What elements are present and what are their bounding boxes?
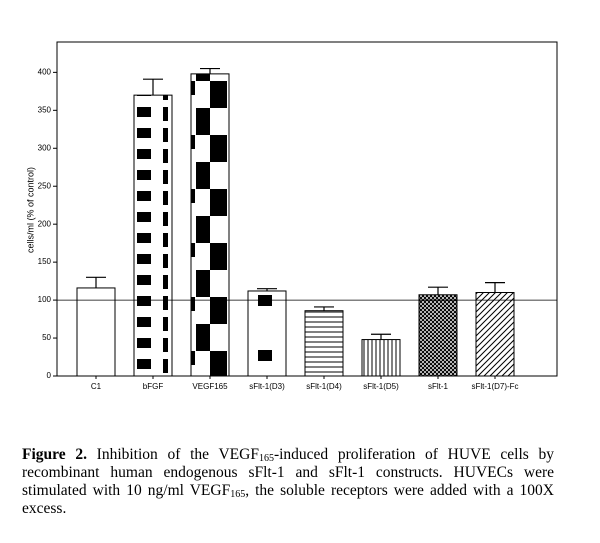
caption: Figure 2. Inhibition of the VEGF165-indu… (22, 446, 554, 518)
y-tick-label: 0 (47, 371, 52, 380)
x-tick-label: VEGF165 (192, 382, 228, 391)
y-axis-label: cells/ml (% of control) (25, 167, 35, 253)
y-tick-label: 100 (38, 295, 52, 304)
bar (133, 94, 173, 377)
y-tick-label: 300 (38, 143, 52, 152)
bar (418, 294, 458, 377)
x-tick-label: C1 (91, 382, 102, 391)
y-tick-label: 50 (42, 333, 51, 342)
caption-subscript: 165 (230, 489, 246, 500)
y-tick-label: 200 (38, 219, 52, 228)
x-tick-label: sFlt-1(D5) (363, 382, 399, 391)
x-tick-label: sFlt-1(D3) (249, 382, 285, 391)
bar (247, 290, 287, 377)
caption-label: Figure 2. (22, 446, 87, 463)
caption-text: -induced proliferation of HUVE cells by … (22, 446, 554, 499)
caption-subscript: 165 (258, 453, 274, 464)
caption-text: , the soluble receptors were added with … (22, 482, 554, 517)
x-tick-label: bFGF (143, 382, 164, 391)
bar (475, 292, 515, 377)
bar (361, 339, 401, 377)
bar (76, 287, 116, 377)
x-tick-label: sFlt-1 (428, 382, 449, 391)
y-tick-label: 150 (38, 257, 52, 266)
bar (190, 73, 230, 377)
caption-text: Inhibition of the VEGF (86, 446, 259, 463)
chart: cells/ml (% of control) 0 50 100 150 200 250 3… (25, 41, 558, 391)
x-tick-label: sFlt-1(D4) (306, 382, 342, 391)
x-tick-label: sFlt-1(D7)-Fc (471, 382, 518, 391)
y-tick-label: 400 (38, 67, 52, 76)
bar (304, 310, 344, 377)
y-tick-label: 350 (38, 105, 52, 114)
y-tick-label: 250 (38, 181, 52, 190)
